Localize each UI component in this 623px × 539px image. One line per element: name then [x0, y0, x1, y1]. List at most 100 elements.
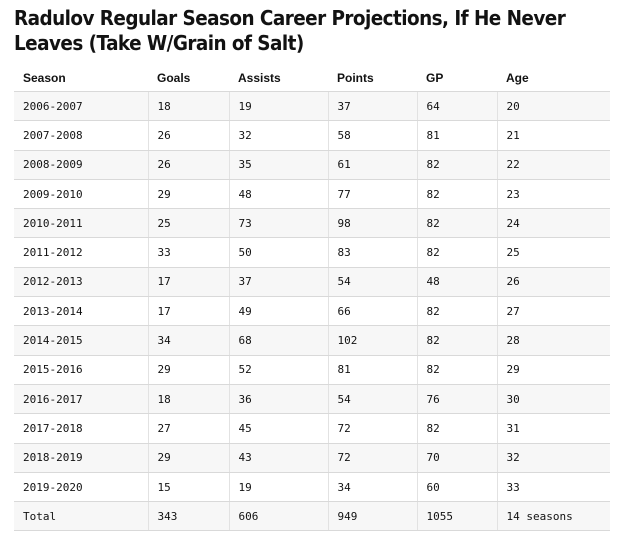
cell-goals: 29: [148, 179, 230, 210]
table-title: Radulov Regular Season Career Projection…: [14, 6, 566, 55]
table-row: 2006-2007 18 19 37 64 20: [14, 91, 610, 122]
cell-points: 83: [328, 237, 418, 268]
cell-points: 58: [328, 120, 418, 151]
cell-gp: 64: [417, 91, 498, 122]
cell-gp: 82: [417, 325, 498, 356]
cell-season: 2009-2010: [14, 179, 149, 210]
cell-points: 77: [328, 179, 418, 210]
cell-gp: 1055: [417, 501, 498, 532]
cell-age: 14 seasons: [497, 501, 610, 532]
column-header-assists: Assists: [229, 64, 328, 92]
projections-table: Season Goals Assists Points GP Age 2006-…: [14, 64, 610, 532]
cell-points: 66: [328, 296, 418, 327]
cell-season: 2007-2008: [14, 120, 149, 151]
table-row: 2008-2009 26 35 61 82 22: [14, 150, 610, 180]
cell-assists: 50: [229, 237, 329, 268]
table-row: 2012-2013 17 37 54 48 26: [14, 267, 610, 298]
cell-gp: 81: [417, 120, 498, 151]
cell-goals: 34: [148, 325, 230, 356]
cell-points: 102: [328, 325, 418, 356]
cell-assists: 36: [229, 384, 329, 415]
cell-assists: 45: [229, 413, 329, 444]
cell-goals: 17: [148, 267, 230, 298]
table-row: 2009-2010 29 48 77 82 23: [14, 179, 610, 210]
cell-gp: 82: [417, 150, 498, 180]
cell-age: 30: [497, 384, 610, 415]
cell-goals: 343: [148, 501, 230, 532]
cell-assists: 68: [229, 325, 329, 356]
header-row: Season Goals Assists Points GP Age: [14, 64, 610, 92]
column-header-goals: Goals: [148, 64, 229, 92]
cell-assists: 43: [229, 443, 329, 473]
column-header-age: Age: [497, 64, 610, 92]
cell-season: 2018-2019: [14, 443, 149, 473]
cell-age: 27: [497, 296, 610, 327]
table-row: 2015-2016 29 52 81 82 29: [14, 355, 610, 385]
cell-points: 34: [328, 472, 418, 503]
cell-age: 33: [497, 472, 610, 503]
cell-season: 2011-2012: [14, 237, 149, 268]
table-row: 2018-2019 29 43 72 70 32: [14, 443, 610, 473]
cell-goals: 26: [148, 150, 230, 180]
cell-assists: 48: [229, 179, 329, 210]
cell-season: 2008-2009: [14, 150, 149, 180]
article-figure: Radulov Regular Season Career Projection…: [14, 6, 610, 532]
table-row: 2010-2011 25 73 98 82 24: [14, 208, 610, 239]
cell-points: 54: [328, 384, 418, 415]
cell-age: 25: [497, 237, 610, 268]
cell-season: 2010-2011: [14, 208, 149, 239]
cell-gp: 82: [417, 237, 498, 268]
cell-goals: 29: [148, 355, 230, 385]
cell-gp: 82: [417, 413, 498, 444]
cell-points: 54: [328, 267, 418, 298]
cell-goals: 25: [148, 208, 230, 239]
column-header-gp: GP: [417, 64, 497, 92]
cell-assists: 32: [229, 120, 329, 151]
cell-goals: 15: [148, 472, 230, 503]
cell-season: 2014-2015: [14, 325, 149, 356]
cell-age: 31: [497, 413, 610, 444]
cell-gp: 82: [417, 355, 498, 385]
table-row: 2016-2017 18 36 54 76 30: [14, 384, 610, 415]
cell-assists: 37: [229, 267, 329, 298]
cell-season: 2012-2013: [14, 267, 149, 298]
table-row: 2019-2020 15 19 34 60 33: [14, 472, 610, 503]
cell-gp: 70: [417, 443, 498, 473]
cell-points: 949: [328, 501, 418, 532]
table-row: 2011-2012 33 50 83 82 25: [14, 237, 610, 268]
column-header-points: Points: [328, 64, 417, 92]
cell-age: 26: [497, 267, 610, 298]
cell-points: 98: [328, 208, 418, 239]
cell-age: 20: [497, 91, 610, 122]
cell-season: 2006-2007: [14, 91, 149, 122]
cell-points: 81: [328, 355, 418, 385]
cell-assists: 49: [229, 296, 329, 327]
cell-assists: 19: [229, 472, 329, 503]
cell-points: 61: [328, 150, 418, 180]
cell-assists: 73: [229, 208, 329, 239]
cell-assists: 52: [229, 355, 329, 385]
cell-gp: 82: [417, 179, 498, 210]
cell-age: 21: [497, 120, 610, 151]
table-row: 2017-2018 27 45 72 82 31: [14, 413, 610, 444]
cell-goals: 29: [148, 443, 230, 473]
cell-goals: 18: [148, 91, 230, 122]
cell-assists: 606: [229, 501, 329, 532]
cell-goals: 26: [148, 120, 230, 151]
table-row: 2014-2015 34 68 102 82 28: [14, 325, 610, 356]
cell-gp: 82: [417, 296, 498, 327]
cell-gp: 76: [417, 384, 498, 415]
cell-age: 24: [497, 208, 610, 239]
cell-gp: 48: [417, 267, 498, 298]
cell-goals: 17: [148, 296, 230, 327]
cell-goals: 18: [148, 384, 230, 415]
cell-age: 32: [497, 443, 610, 473]
cell-season: 2017-2018: [14, 413, 149, 444]
cell-age: 23: [497, 179, 610, 210]
cell-goals: 27: [148, 413, 230, 444]
cell-season: Total: [14, 501, 149, 532]
cell-points: 72: [328, 443, 418, 473]
cell-age: 22: [497, 150, 610, 180]
table-row: 2013-2014 17 49 66 82 27: [14, 296, 610, 327]
cell-season: 2015-2016: [14, 355, 149, 385]
